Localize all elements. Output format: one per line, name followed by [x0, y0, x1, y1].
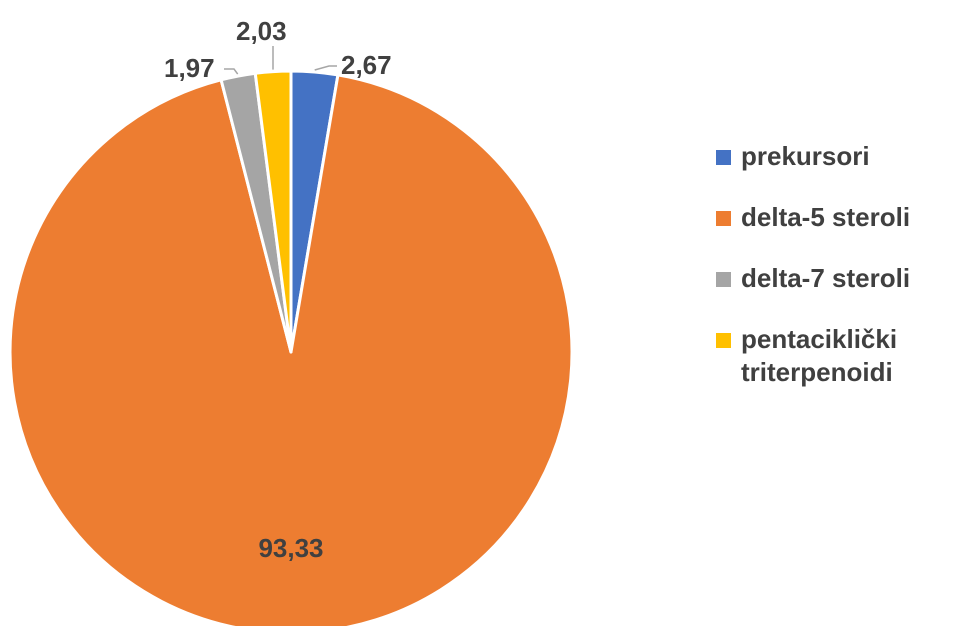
- legend-item-delta-5-steroli: delta-5 steroli: [716, 201, 956, 234]
- legend-label: delta-7 steroli: [741, 263, 911, 293]
- legend-item-delta-7-steroli: delta-7 steroli: [716, 262, 956, 295]
- data-label-prekursori: 2,67: [341, 50, 392, 80]
- data-label-delta-5-steroli: 93,33: [258, 533, 323, 563]
- legend-label: delta-5 steroli: [741, 202, 911, 232]
- data-label-delta-7-steroli: 1,97: [164, 53, 215, 83]
- legend-item-pentaciklicki-triterpenoidi: pentaciklički triterpenoidi: [716, 323, 956, 389]
- leader-line-delta-7-steroli: [224, 68, 239, 75]
- legend-swatch-delta-5-steroli: [716, 211, 731, 226]
- legend-item-prekursori: prekursori: [716, 140, 956, 173]
- leader-line-prekursori: [314, 65, 337, 71]
- legend-swatch-pentaciklicki-triterpenoidi: [716, 333, 731, 348]
- pie-slice-pentaciklicki-triterpenoidi: [253, 69, 293, 354]
- legend-label: prekursori: [741, 141, 870, 171]
- data-label-pentaciklicki-triterpenoidi: 2,03: [236, 16, 287, 46]
- legend-swatch-prekursori: [716, 150, 731, 165]
- legend-label: pentaciklički triterpenoidi: [741, 324, 898, 387]
- chart-legend: prekursori delta-5 steroli delta-7 stero…: [716, 140, 956, 417]
- legend-swatch-delta-7-steroli: [716, 272, 731, 287]
